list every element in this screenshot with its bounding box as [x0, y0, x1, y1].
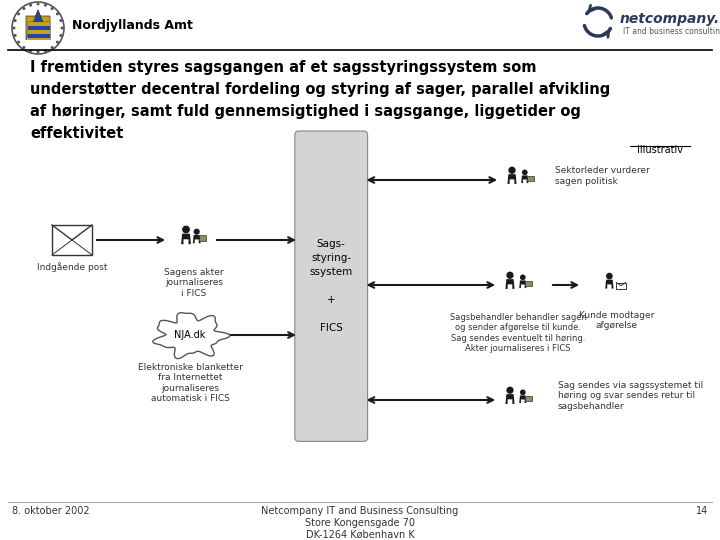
FancyBboxPatch shape	[199, 235, 207, 241]
Circle shape	[29, 49, 32, 52]
Text: Illustrativ: Illustrativ	[637, 145, 683, 155]
Circle shape	[22, 46, 25, 49]
Text: understøtter decentral fordeling og styring af sager, parallel afvikling: understøtter decentral fordeling og styr…	[30, 82, 611, 97]
FancyBboxPatch shape	[525, 281, 532, 286]
Circle shape	[520, 274, 526, 280]
Text: NJA.dk: NJA.dk	[174, 330, 206, 340]
Circle shape	[59, 19, 63, 22]
Polygon shape	[153, 313, 230, 359]
Text: 14: 14	[696, 506, 708, 516]
Circle shape	[17, 40, 20, 44]
Text: IT and business consulting: IT and business consulting	[623, 28, 720, 37]
Text: netcompany.: netcompany.	[620, 12, 720, 26]
Circle shape	[56, 12, 59, 16]
Polygon shape	[52, 225, 92, 255]
Text: Sag sendes via sagssystemet til
høring og svar sendes retur til
sagsbehandler: Sag sendes via sagssystemet til høring o…	[558, 381, 703, 411]
Circle shape	[56, 40, 59, 44]
Circle shape	[60, 26, 63, 30]
Polygon shape	[28, 26, 50, 30]
Circle shape	[44, 49, 47, 52]
Polygon shape	[28, 34, 50, 38]
Text: effektivitet: effektivitet	[30, 126, 123, 141]
Polygon shape	[505, 394, 515, 404]
Text: Nordjyllands Amt: Nordjyllands Amt	[72, 18, 193, 31]
Polygon shape	[616, 282, 626, 289]
Text: I fremtiden styres sagsgangen af et sagsstyringssystem som: I fremtiden styres sagsgangen af et sags…	[30, 60, 536, 75]
Polygon shape	[606, 280, 613, 288]
Polygon shape	[519, 395, 526, 403]
Polygon shape	[26, 10, 50, 40]
Text: 8. oktober 2002: 8. oktober 2002	[12, 506, 89, 516]
Text: Indgående post: Indgående post	[37, 262, 107, 272]
Circle shape	[506, 387, 513, 394]
Circle shape	[50, 46, 53, 49]
Polygon shape	[28, 30, 50, 34]
Circle shape	[59, 34, 63, 37]
Polygon shape	[505, 279, 515, 289]
Circle shape	[44, 4, 47, 6]
Circle shape	[37, 3, 40, 5]
FancyBboxPatch shape	[527, 176, 534, 181]
Circle shape	[508, 167, 516, 174]
Circle shape	[14, 19, 17, 22]
Circle shape	[606, 273, 613, 279]
Polygon shape	[28, 22, 50, 40]
Text: Sektorleder vurderer
sagen politisk: Sektorleder vurderer sagen politisk	[555, 166, 649, 186]
Circle shape	[14, 34, 17, 37]
Circle shape	[182, 226, 190, 233]
Polygon shape	[193, 235, 201, 244]
Polygon shape	[28, 10, 50, 40]
Text: Sagsbehandler behandler sagen
og sender afgørelse til kunde.
Sag sendes eventuel: Sagsbehandler behandler sagen og sender …	[449, 313, 586, 353]
Circle shape	[37, 51, 40, 53]
FancyBboxPatch shape	[525, 396, 532, 401]
Text: af høringer, samt fuld gennemsigtighed i sagsgange, liggetider og: af høringer, samt fuld gennemsigtighed i…	[30, 104, 581, 119]
Polygon shape	[519, 280, 526, 288]
Text: Sagens akter
journaliseres
i FICS: Sagens akter journaliseres i FICS	[164, 268, 224, 298]
Text: Netcompany IT and Business Consulting
Store Kongensgade 70
DK-1264 København K
w: Netcompany IT and Business Consulting St…	[261, 506, 459, 540]
Circle shape	[17, 12, 20, 16]
FancyBboxPatch shape	[294, 131, 368, 441]
Circle shape	[22, 7, 25, 10]
Text: Sags-
styring-
ssystem

+

FICS: Sags- styring- ssystem + FICS	[310, 239, 353, 333]
Circle shape	[194, 228, 199, 235]
Polygon shape	[521, 176, 528, 183]
Circle shape	[12, 26, 16, 30]
Circle shape	[29, 4, 32, 6]
Text: Elektroniske blanketter
fra Internettet
journaliseres
automatisk i FICS: Elektroniske blanketter fra Internettet …	[138, 363, 243, 403]
Polygon shape	[508, 174, 516, 184]
Circle shape	[506, 272, 513, 279]
Circle shape	[50, 7, 53, 10]
Text: Kunde modtager
afgørelse: Kunde modtager afgørelse	[580, 311, 654, 330]
Circle shape	[520, 389, 526, 395]
Circle shape	[522, 170, 528, 175]
Polygon shape	[181, 234, 191, 244]
